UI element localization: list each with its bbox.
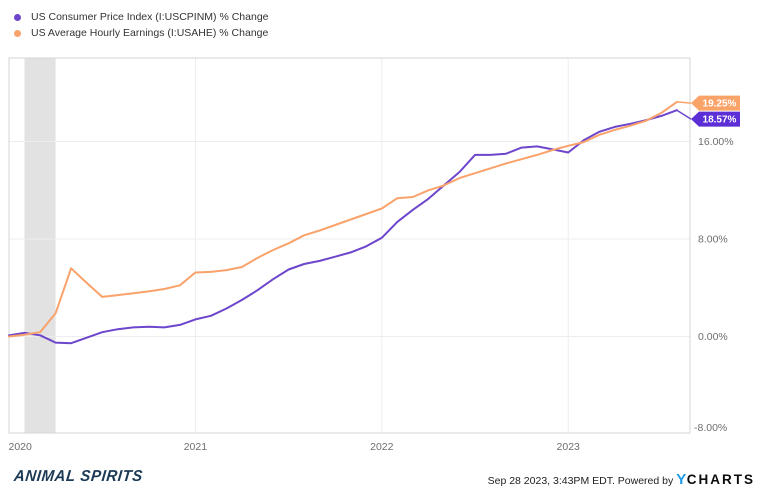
y-tick-label: 16.00%: [698, 136, 734, 148]
attribution: Sep 28 2023, 3:43PM EDT. Powered by YCHA…: [488, 471, 755, 489]
y-tick-label: 0.00%: [698, 331, 728, 343]
cpi-series-dot-icon: [14, 13, 21, 21]
ycharts-logo-y: Y: [676, 471, 687, 488]
ahe-end-value-badge: [691, 95, 740, 111]
x-tick-label: 2020: [9, 441, 33, 453]
legend-label-ahe: US Average Hourly Earnings (I:USAHE) % C…: [31, 27, 269, 39]
recession-band: [24, 58, 56, 433]
legend-label-cpi: US Consumer Price Index (I:USCPINM) % Ch…: [31, 11, 269, 23]
ahe-line: [8, 100, 678, 338]
y-tick-label: -8.00%: [694, 422, 727, 434]
ycharts-logo-charts: CHARTS: [686, 472, 755, 487]
x-tick-label: 2022: [370, 441, 394, 453]
badge-leader-line: [676, 101, 692, 104]
badge-leader-line: [676, 109, 692, 120]
ahe-end-value-badge-label: 19.25%: [703, 99, 737, 110]
legend-item-ahe: US Average Hourly Earnings (I:USAHE) % C…: [14, 25, 269, 41]
legend-item-cpi: US Consumer Price Index (I:USCPINM) % Ch…: [14, 9, 269, 25]
cpi-end-value-badge: [691, 111, 740, 127]
cpi-line: [8, 109, 678, 345]
y-tick-label: 8.00%: [698, 234, 728, 246]
ycharts-logo: YCHARTS: [676, 471, 755, 489]
x-tick-label: 2023: [557, 441, 581, 453]
plot-border: [8, 57, 691, 434]
x-tick-label: 2021: [184, 441, 208, 453]
legend: US Consumer Price Index (I:USCPINM) % Ch…: [14, 9, 269, 41]
powered-by-text: Powered by: [617, 475, 674, 487]
animal-spirits-logo: ANIMAL SPIRITS: [13, 467, 144, 485]
cpi-end-value-badge-label: 18.57%: [703, 115, 737, 126]
timestamp: Sep 28 2023, 3:43PM EDT.: [487, 475, 615, 487]
ahe-series-dot-icon: [14, 29, 21, 37]
